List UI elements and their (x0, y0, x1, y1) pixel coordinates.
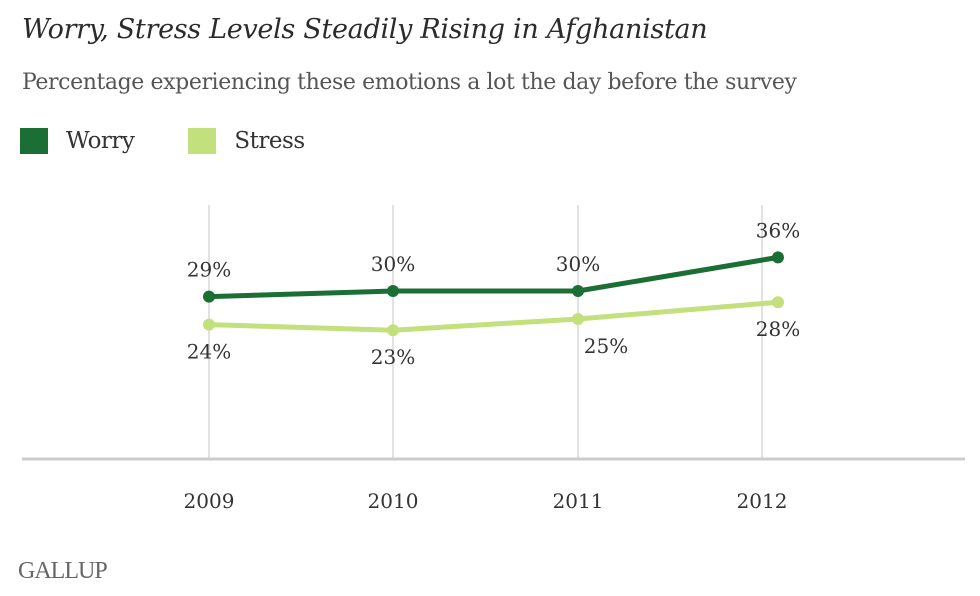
data-point-worry-2009 (203, 290, 215, 303)
data-label-stress-2012: 28% (756, 317, 800, 341)
data-point-worry-2011 (572, 285, 584, 297)
legend: Worry Stress (20, 128, 353, 154)
x-tick-label-2012: 2012 (737, 489, 788, 513)
data-label-worry-2009: 29% (187, 258, 231, 282)
legend-swatch-worry (20, 128, 48, 154)
legend-label-stress: Stress (234, 128, 305, 154)
data-point-stress-2011 (572, 313, 584, 325)
data-point-worry-2010 (387, 285, 399, 297)
legend-swatch-stress (188, 128, 217, 154)
x-tick-label-2011: 2011 (553, 489, 604, 513)
data-label-stress-2009: 24% (187, 340, 231, 364)
data-label-worry-2011: 30% (556, 252, 600, 276)
series-line-worry (206, 254, 781, 300)
data-point-worry-2012 (772, 251, 784, 264)
legend-item-worry: Worry (20, 128, 135, 154)
chart-subtitle: Percentage experiencing these emotions a… (22, 70, 797, 95)
chart-title: Worry, Stress Levels Steadily Rising in … (22, 14, 708, 45)
data-label-worry-2010: 30% (371, 252, 415, 276)
x-tick-label-2009: 2009 (184, 489, 235, 513)
legend-label-worry: Worry (66, 128, 135, 154)
legend-item-stress: Stress (188, 128, 305, 154)
x-tick-label-2010: 2010 (368, 489, 419, 513)
data-point-stress-2009 (203, 318, 215, 331)
data-point-stress-2010 (387, 324, 399, 337)
data-point-stress-2012 (772, 296, 784, 309)
data-label-stress-2010: 23% (371, 345, 415, 369)
data-label-worry-2012: 36% (756, 218, 800, 242)
series-line-stress (206, 299, 781, 333)
data-label-stress-2011: 25% (584, 334, 628, 358)
gallup-logo: GALLUP (18, 558, 108, 584)
